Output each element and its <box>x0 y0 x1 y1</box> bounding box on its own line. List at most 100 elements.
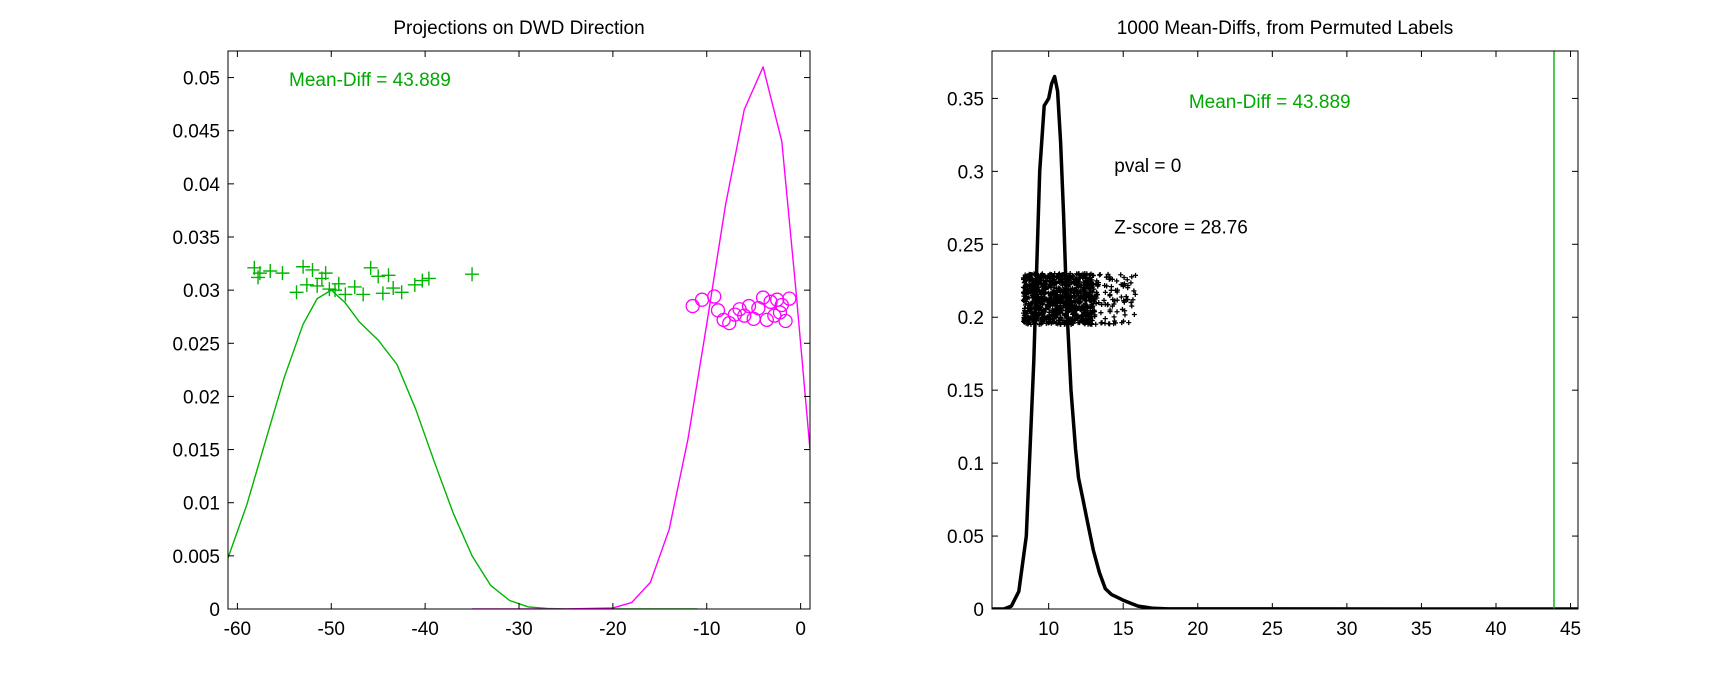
permutation-point <box>1077 307 1083 313</box>
permutation-point <box>1062 272 1068 278</box>
permutation-point <box>1082 278 1088 284</box>
permutation-point <box>1021 316 1027 322</box>
permutation-point <box>1132 291 1138 297</box>
permutation-point <box>1071 313 1077 319</box>
permutation-point <box>1084 303 1090 309</box>
permutation-point <box>1102 289 1108 295</box>
permutation-point <box>1025 319 1031 325</box>
x-tick-label: 45 <box>1560 619 1581 640</box>
permutation-point <box>1089 302 1095 308</box>
chart-2: 1000 Mean-Diffs, from Permuted Labels 10 1… <box>947 18 1581 640</box>
y-tick-label: 0.1 <box>958 454 984 475</box>
permutation-point <box>1057 275 1063 281</box>
permutation-point <box>1050 308 1056 314</box>
permutation-point <box>1023 314 1029 320</box>
permutation-point <box>1128 280 1134 286</box>
permutation-point <box>1068 303 1074 309</box>
permutation-point <box>1044 275 1050 281</box>
permutation-point <box>1022 308 1028 314</box>
permutation-point <box>1086 297 1092 303</box>
permutation-point <box>1052 313 1058 319</box>
plus-point <box>338 287 353 302</box>
permutation-point <box>1131 288 1137 294</box>
permutation-point <box>1121 275 1127 281</box>
permutation-point <box>1063 299 1069 305</box>
y-tick-label: 0.05 <box>947 527 984 548</box>
permutation-point <box>1129 274 1135 280</box>
permutation-point <box>1042 315 1048 321</box>
axes-box <box>227 50 811 610</box>
x-tick-label: 35 <box>1411 619 1432 640</box>
permutation-point <box>1033 304 1039 310</box>
plus-point <box>371 269 386 284</box>
permutation-point <box>1046 319 1052 325</box>
permutation-point <box>1087 281 1093 287</box>
permutation-point <box>1071 289 1077 295</box>
y-tick-label: 0 <box>209 600 220 621</box>
circle-point <box>685 298 700 314</box>
permutation-point <box>1075 290 1081 296</box>
permutation-point <box>1105 271 1111 277</box>
permutation-point <box>1076 271 1082 277</box>
permutation-point <box>1123 296 1129 302</box>
chart-title: Projections on DWD Direction <box>393 18 644 39</box>
permutation-point <box>1133 272 1139 278</box>
plus-point <box>347 279 362 294</box>
circle-point <box>755 290 771 305</box>
permutation-point <box>1110 297 1116 303</box>
permutation-point <box>1022 302 1028 308</box>
permutation-point <box>1130 297 1136 303</box>
y-tick-label: 0.15 <box>947 381 984 402</box>
permutation-point <box>1087 305 1093 311</box>
permutation-point <box>1055 297 1061 303</box>
permutation-point <box>1082 270 1088 276</box>
x-tick-label: -50 <box>318 619 345 640</box>
permutation-point <box>1107 292 1113 298</box>
permutation-point <box>1067 307 1073 313</box>
permutation-point <box>1063 291 1069 297</box>
permutation-point <box>1052 295 1058 301</box>
permutation-point <box>1082 320 1088 326</box>
permutation-point <box>1030 316 1036 322</box>
axes-box <box>991 50 1579 610</box>
permutation-point <box>1046 298 1052 304</box>
plus-point <box>375 286 390 301</box>
permutation-point <box>1114 309 1120 315</box>
permutation-point <box>1068 292 1074 298</box>
permutation-point <box>1026 301 1032 307</box>
annotation-text: Mean-Diff = 43.889 <box>289 70 451 91</box>
permutation-point <box>1126 320 1132 326</box>
permutation-point <box>1038 272 1044 278</box>
y-tick-label: 0 <box>973 600 984 621</box>
permutation-point <box>1074 316 1080 322</box>
permutation-point <box>1060 311 1066 317</box>
x-tick-label: 15 <box>1113 619 1134 640</box>
permutation-point <box>1032 284 1038 290</box>
permutation-point <box>1063 307 1069 313</box>
density-curve-1 <box>992 74 1578 609</box>
circle-point <box>707 289 722 304</box>
permutation-point <box>1062 321 1068 327</box>
permutation-point <box>1039 311 1045 317</box>
x-tick-label: 40 <box>1485 619 1506 640</box>
permutation-point <box>1053 286 1059 292</box>
density-curve-2 <box>472 66 810 609</box>
plus-point <box>305 262 320 277</box>
y-tick-label: 0.015 <box>172 441 220 462</box>
permutation-point <box>1042 273 1048 279</box>
permutation-point <box>1043 307 1049 313</box>
permutation-point <box>1070 273 1076 279</box>
plus-point <box>386 281 401 296</box>
permutation-point <box>1069 280 1074 286</box>
permutation-point <box>1071 308 1077 314</box>
permutation-point <box>1038 291 1044 297</box>
permutation-point <box>1097 271 1103 277</box>
permutation-point <box>1075 281 1081 287</box>
permutation-point <box>1131 311 1137 317</box>
permutation-point <box>1027 287 1033 293</box>
plus-point <box>465 267 480 282</box>
permutation-point <box>1051 316 1057 322</box>
permutation-point <box>1070 310 1076 316</box>
x-tick-label: 20 <box>1187 619 1208 640</box>
